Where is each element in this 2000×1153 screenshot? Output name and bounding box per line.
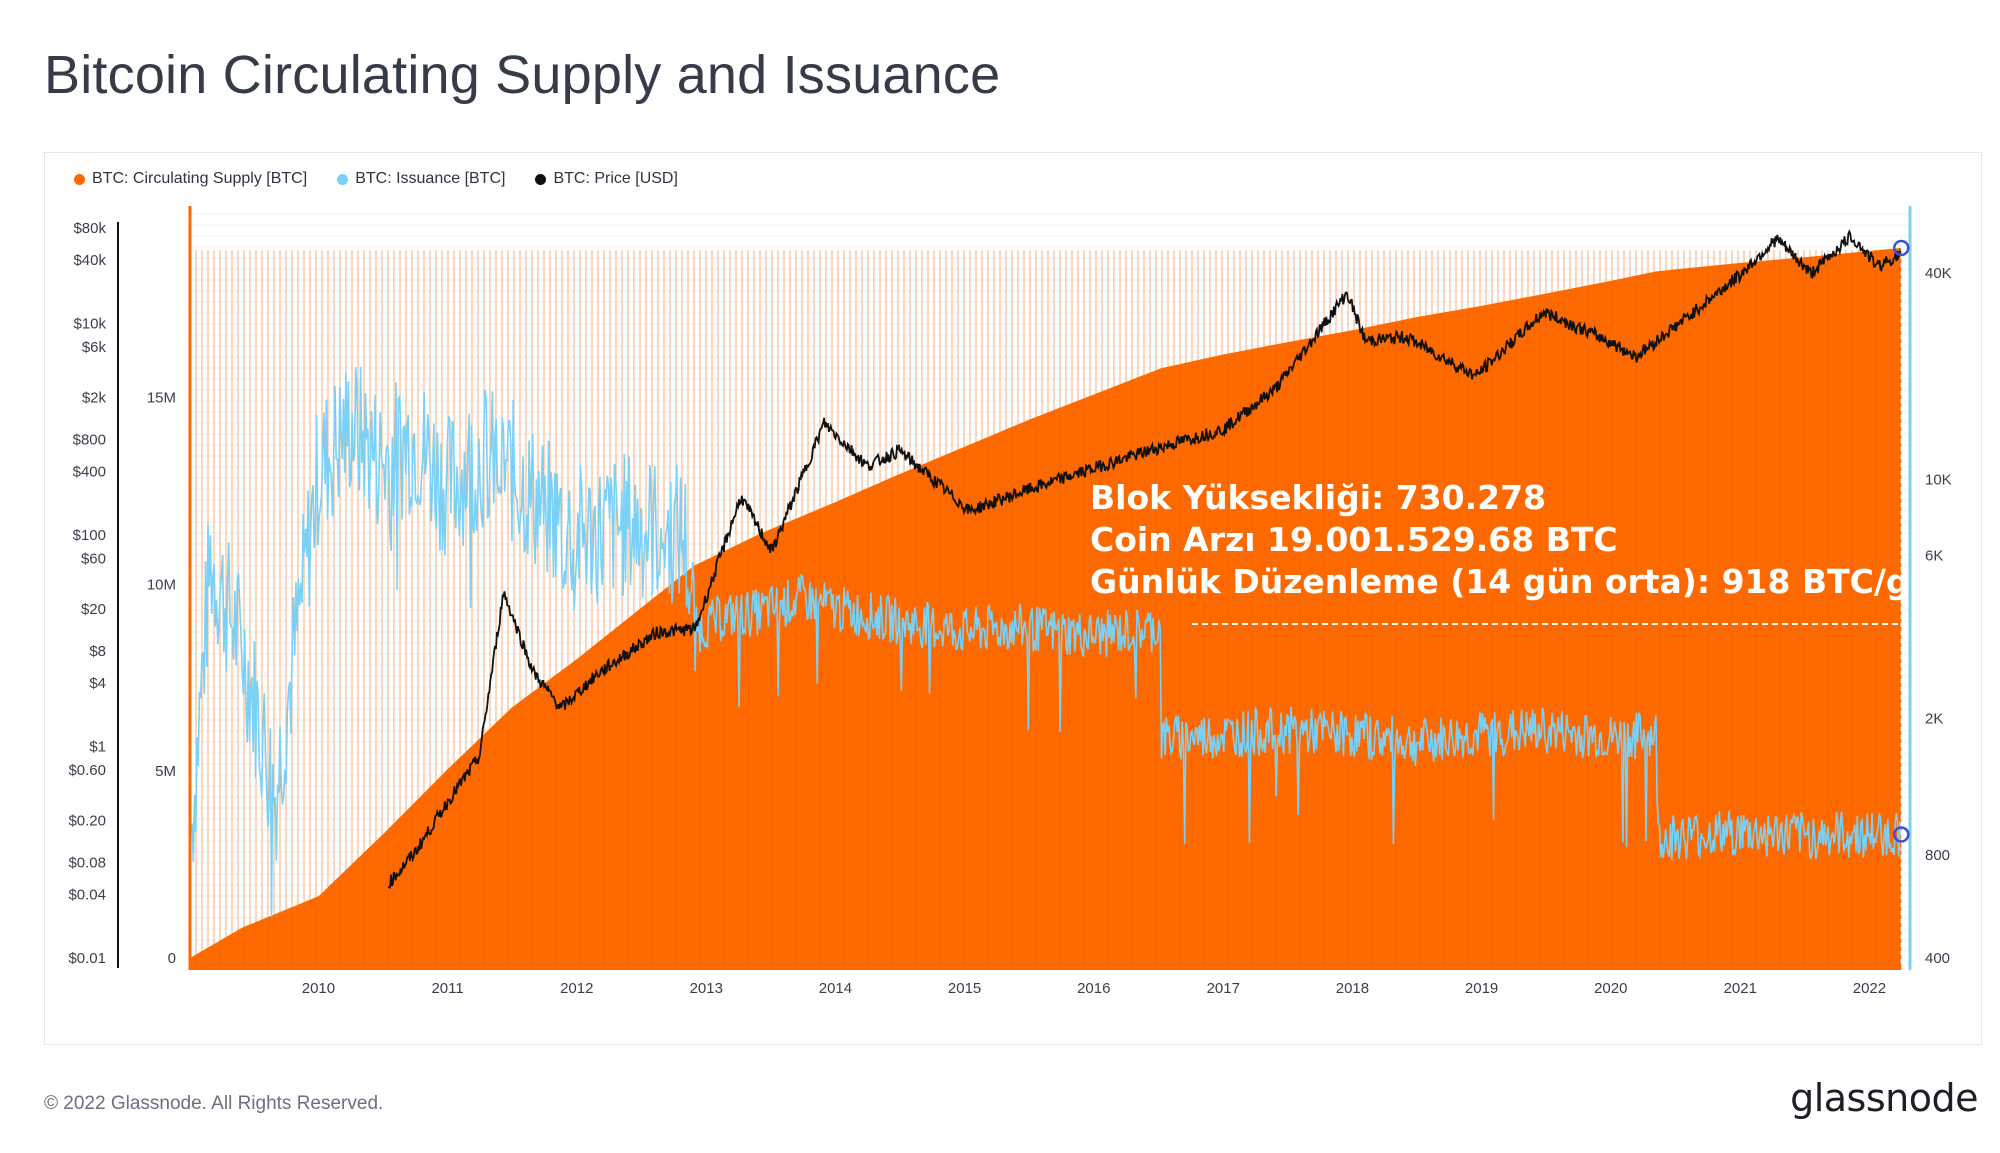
x-tick-label: 2020 xyxy=(1594,980,1627,997)
supply-layer xyxy=(190,247,1902,970)
y-price-tick-label: $2k xyxy=(82,390,107,407)
y-price-tick-label: $400 xyxy=(73,463,106,480)
legend-item-issuance[interactable]: BTC: Issuance [BTC] xyxy=(337,170,505,188)
legend-label-supply: BTC: Circulating Supply [BTC] xyxy=(92,170,308,187)
y-price-tick-label: $0.04 xyxy=(68,886,106,903)
x-tick-label: 2018 xyxy=(1336,980,1369,997)
chart-legend: BTC: Circulating Supply [BTC] BTC: Issua… xyxy=(74,170,678,188)
y-supply-tick-label: 0 xyxy=(168,950,176,967)
footer-copyright: © 2022 Glassnode. All Rights Reserved. xyxy=(44,1093,384,1114)
y-issuance-tick-label: 10K xyxy=(1925,471,1952,488)
supply-end-marker xyxy=(1893,239,1910,257)
issuance-end-marker xyxy=(1893,826,1910,843)
x-tick-label: 2017 xyxy=(1207,980,1240,997)
x-tick-label: 2016 xyxy=(1077,980,1110,997)
price-line xyxy=(387,229,1903,889)
x-tick-label: 2014 xyxy=(819,980,852,997)
glassnode-logo[interactable]: glassnode xyxy=(1790,1076,1978,1120)
y-price-tick-label: $8 xyxy=(89,643,106,660)
y-price-tick-label: $60 xyxy=(81,551,106,568)
y-price-tick-label: $20 xyxy=(81,601,106,618)
annotation-line-1: Blok Yüksekliği: 730.278 xyxy=(1090,478,1546,517)
y-issuance-tick-label: 6K xyxy=(1925,547,1943,564)
y-supply-tick-label: 10M xyxy=(147,576,176,593)
y-price-tick-label: $800 xyxy=(73,432,106,449)
annotation-line-2: Coin Arzı 19.001.529.68 BTC xyxy=(1090,520,1618,559)
y-price-tick-label: $0.60 xyxy=(68,762,106,779)
x-tick-label: 2022 xyxy=(1853,980,1886,997)
issuance-line xyxy=(191,366,1903,918)
x-tick-label: 2021 xyxy=(1724,980,1757,997)
legend-label-issuance: BTC: Issuance [BTC] xyxy=(355,170,506,187)
y-issuance-tick-label: 40K xyxy=(1925,265,1952,282)
y-price-tick-label: $40k xyxy=(73,252,106,269)
y-price-tick-label: $0.08 xyxy=(68,855,106,872)
page-title: Bitcoin Circulating Supply and Issuance xyxy=(44,45,1001,105)
x-tick-label: 2011 xyxy=(431,980,463,997)
issuance-layer xyxy=(191,366,1903,918)
price-layer xyxy=(387,229,1903,889)
y-supply-tick-label: 5M xyxy=(155,763,176,780)
y-price-tick-label: $10k xyxy=(73,316,106,333)
y-supply-tick-label: 15M xyxy=(147,389,176,406)
annotation-line-3: Günlük Düzenleme (14 gün orta): 918 BTC/… xyxy=(1090,562,1957,601)
x-tick-label: 2019 xyxy=(1465,980,1498,997)
x-tick-label: 2015 xyxy=(948,980,981,997)
legend-dot-price xyxy=(535,173,547,185)
legend-dot-issuance xyxy=(337,173,349,185)
y-price-tick-label: $0.01 xyxy=(68,950,106,967)
x-tick-label: 2010 xyxy=(302,980,335,997)
y-price-tick-label: $6k xyxy=(82,339,107,356)
x-tick-label: 2013 xyxy=(690,980,723,997)
y-issuance-tick-label: 2K xyxy=(1925,711,1943,728)
x-tick-label: 2012 xyxy=(560,980,593,997)
y-issuance-tick-label: 400 xyxy=(1925,950,1950,967)
y-price-tick-label: $4 xyxy=(89,675,106,692)
supply-area xyxy=(190,247,1902,970)
y-price-tick-label: $100 xyxy=(73,527,106,544)
legend-item-price[interactable]: BTC: Price [USD] xyxy=(535,170,678,188)
axes-layer: 2010 2011 2012 2013 2014 2015 2016 2017 2018 2019… xyxy=(68,206,1952,997)
y-issuance-tick-label: 800 xyxy=(1925,847,1950,864)
legend-dot-supply xyxy=(74,173,85,185)
y-price-tick-label: $80k xyxy=(73,220,106,237)
y-price-tick-label: $0.20 xyxy=(68,812,106,829)
y-price-tick-label: $1 xyxy=(89,739,106,756)
legend-item-supply[interactable]: BTC: Circulating Supply [BTC] xyxy=(74,170,307,188)
legend-label-price: BTC: Price [USD] xyxy=(553,170,678,187)
